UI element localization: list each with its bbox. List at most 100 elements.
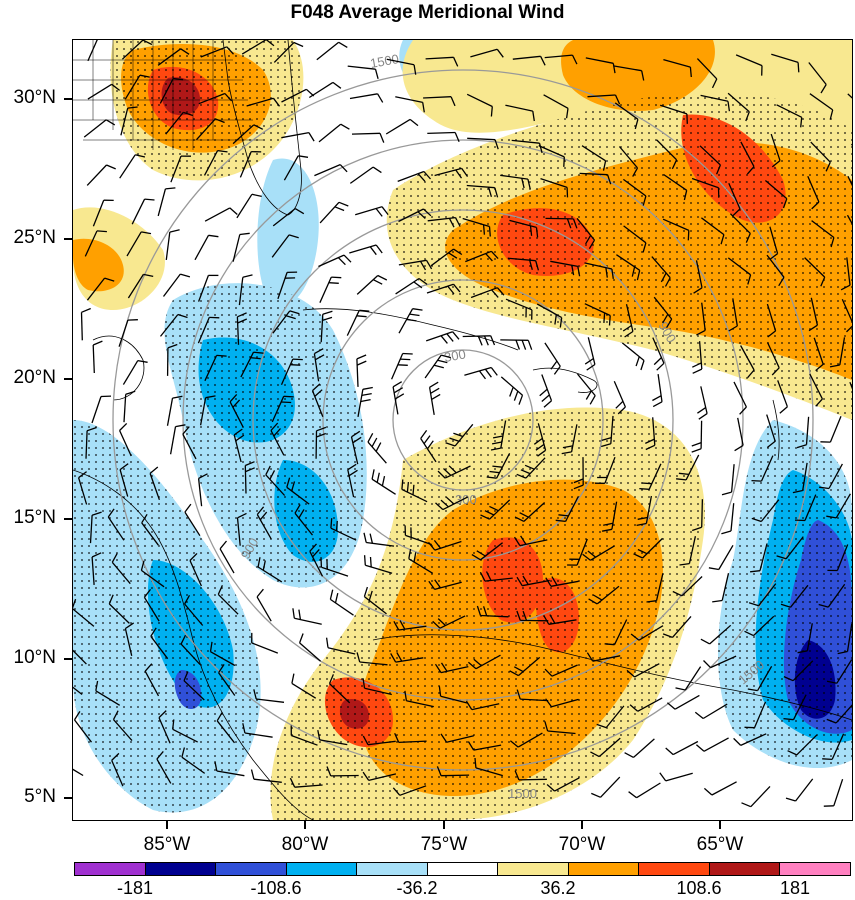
wind-barb-staff xyxy=(684,666,702,691)
wind-barb-feather xyxy=(461,168,469,177)
wind-barb-feather xyxy=(119,422,128,431)
wind-barb-feather xyxy=(474,757,477,768)
wind-barb-staff xyxy=(283,155,299,181)
lat-label-30n: 30°N xyxy=(13,87,56,108)
wind-barb-staff xyxy=(718,544,734,570)
wind-barb-staff xyxy=(232,124,255,145)
wind-barb-feather xyxy=(73,711,81,721)
wind-barb-staff xyxy=(270,430,285,456)
wind-barb-feather xyxy=(400,358,411,361)
wind-barb-staff xyxy=(613,619,628,645)
wind-barb-feather xyxy=(216,354,227,357)
wind-barb-staff xyxy=(735,54,763,67)
wind-barb-feather xyxy=(484,368,492,378)
wind-barb-feather xyxy=(640,360,645,371)
wind-barb-staff xyxy=(427,131,456,135)
wind-barb-feather xyxy=(491,441,503,445)
wind-barb-feather xyxy=(545,577,552,587)
wind-barb-staff xyxy=(144,670,160,697)
wind-barb-staff xyxy=(442,496,469,511)
wind-barb-staff xyxy=(166,397,174,426)
wind-barb-feather xyxy=(140,560,145,571)
wind-barb-feather xyxy=(509,740,519,748)
wind-barb-staff xyxy=(807,175,820,203)
wind-barb-feather xyxy=(219,540,228,550)
wind-barb-staff xyxy=(696,58,718,80)
wind-barb-staff xyxy=(271,396,285,423)
wind-barb-staff xyxy=(753,701,767,728)
wind-barb-staff xyxy=(613,381,626,408)
wind-barb-staff xyxy=(691,177,719,189)
wind-barb-feather xyxy=(573,484,584,490)
ring-label-1500-north: 1500 xyxy=(369,51,400,71)
wind-barb-feather xyxy=(340,123,350,130)
wind-barb-feather xyxy=(454,217,461,227)
wind-barb-feather xyxy=(229,393,238,403)
wind-barb-staff xyxy=(764,180,788,200)
wind-barb-feather xyxy=(487,187,493,197)
wind-barb-feather xyxy=(173,77,184,81)
wind-barb-feather xyxy=(734,444,744,452)
wind-barb-staff xyxy=(829,415,842,443)
wind-barb-feather xyxy=(448,465,457,474)
wind-barb-staff xyxy=(204,355,218,382)
wind-barb-feather xyxy=(441,354,451,359)
wind-barb-feather xyxy=(435,502,444,511)
wind-barb-feather xyxy=(477,335,483,346)
wind-barb-feather xyxy=(662,313,669,324)
wind-barb-feather xyxy=(325,637,329,648)
colorbar-label: 181 xyxy=(779,878,811,898)
wind-barb-feather xyxy=(489,470,500,474)
wind-barb-staff xyxy=(769,226,779,254)
wind-barb-staff xyxy=(467,137,496,141)
wind-barb-staff xyxy=(551,664,578,677)
wind-barb-feather xyxy=(637,548,648,555)
wind-barb-staff xyxy=(236,517,241,546)
wind-barb-feather xyxy=(298,509,305,519)
wind-barb-feather xyxy=(437,618,446,626)
wind-barb-feather xyxy=(541,394,550,402)
wind-barb-feather xyxy=(614,94,621,105)
wind-barb-feather xyxy=(450,96,456,107)
wind-barb-staff xyxy=(157,188,167,217)
wind-barb-feather xyxy=(404,690,408,701)
wind-barb-staff xyxy=(802,462,808,491)
wind-barb-staff xyxy=(319,276,332,303)
wind-barb-staff xyxy=(537,423,547,451)
wind-barb-staff xyxy=(600,776,621,798)
wind-barb-feather xyxy=(371,469,375,480)
wind-barb-feather xyxy=(516,610,521,621)
wind-barb-feather xyxy=(689,67,692,78)
wind-barb-staff xyxy=(111,760,124,787)
wind-barb-feather xyxy=(634,119,639,130)
wind-barb-staff xyxy=(277,272,288,300)
wind-barb-feather xyxy=(683,190,688,201)
wind-barb-feather xyxy=(691,441,702,447)
wind-barb-feather xyxy=(778,276,785,287)
wind-barb-feather xyxy=(747,688,758,692)
wind-barb-feather xyxy=(262,560,266,571)
wind-barb-feather xyxy=(622,324,632,332)
wind-barb-staff xyxy=(766,414,776,442)
wind-barb-staff xyxy=(776,104,802,118)
wind-barb-feather xyxy=(394,733,400,743)
wind-barb-feather xyxy=(584,357,594,365)
wind-barb-feather xyxy=(751,479,762,482)
wind-barb-feather xyxy=(633,553,643,559)
wind-barb-feather xyxy=(433,364,444,369)
wind-barb-staff xyxy=(727,92,750,113)
wind-barb-staff xyxy=(399,785,427,796)
wind-barb-feather xyxy=(653,357,662,366)
wind-barb-feather xyxy=(479,571,486,582)
wind-barb-staff xyxy=(299,642,322,662)
wind-barb-feather xyxy=(189,552,198,561)
wind-barb-feather xyxy=(727,101,731,112)
wind-barb-feather xyxy=(455,169,463,179)
wind-barb-staff xyxy=(439,615,466,629)
wind-barb-staff xyxy=(95,690,121,706)
wind-barb-feather xyxy=(519,512,529,518)
wind-barb-staff xyxy=(440,665,469,674)
wind-barb-feather xyxy=(666,702,676,710)
wind-barb-staff xyxy=(466,93,493,108)
wind-barb-feather xyxy=(708,567,719,571)
